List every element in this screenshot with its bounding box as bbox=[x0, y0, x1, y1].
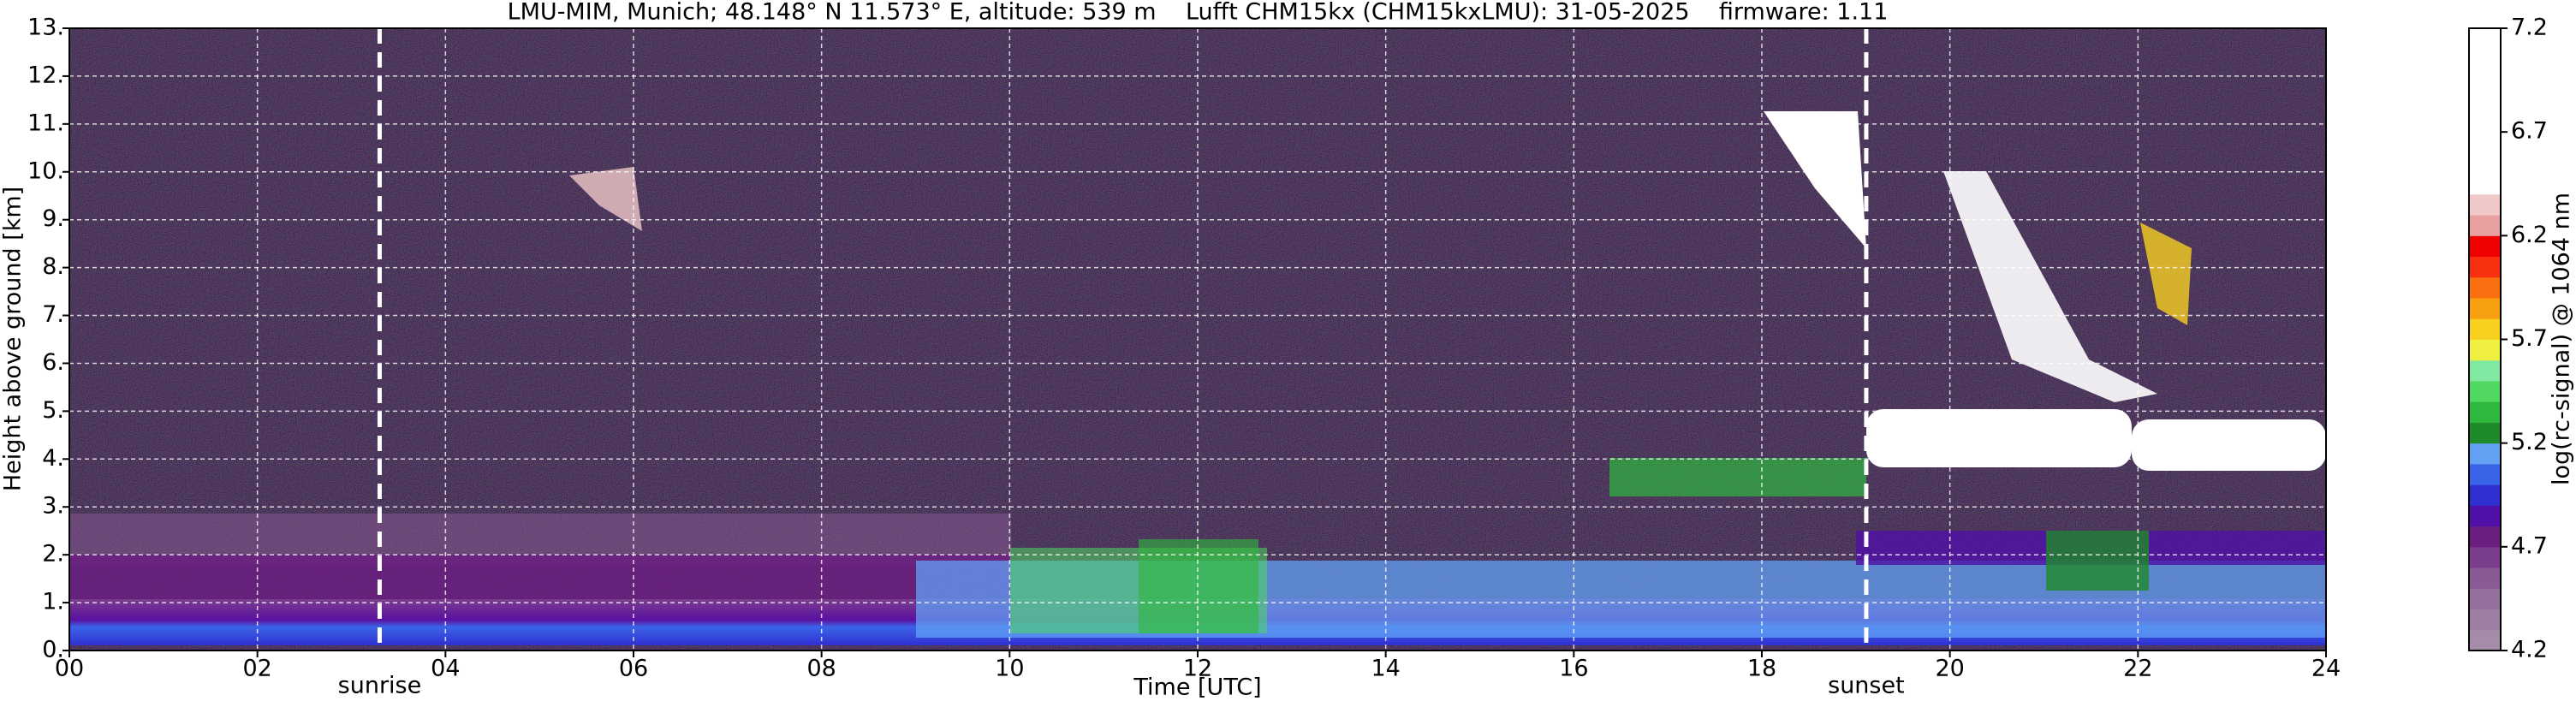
x-tick-label: 10 bbox=[995, 656, 1024, 682]
colorbar-swatch bbox=[2469, 463, 2501, 485]
colorbar-swatch bbox=[2469, 49, 2501, 70]
x-tick-label: 02 bbox=[242, 656, 271, 682]
colorbar-swatch bbox=[2469, 69, 2501, 92]
y-tick-label: 3. bbox=[42, 493, 64, 520]
colorbar-swatch bbox=[2469, 629, 2501, 651]
x-tick-label: 06 bbox=[619, 656, 648, 682]
colorbar-swatch bbox=[2469, 28, 2501, 50]
y-tick-label: 9. bbox=[42, 205, 64, 232]
axes: 00 02 04 06 08 10 12 14 16 18 20 22 24 0. 1. 2. 3. 4. 5. 6.… bbox=[27, 15, 2548, 699]
y-tick-label: 10. bbox=[27, 157, 64, 184]
colorbar-swatch bbox=[2469, 173, 2501, 195]
colorbar-swatch bbox=[2469, 215, 2501, 236]
colorbar-swatch bbox=[2469, 588, 2501, 610]
x-tick-label: 12 bbox=[1183, 656, 1212, 682]
colorbar-tick-label: 4.2 bbox=[2511, 637, 2548, 663]
y-tick-label: 0. bbox=[42, 637, 64, 663]
x-tick-label: 16 bbox=[1559, 656, 1588, 682]
y-tick-label: 8. bbox=[42, 253, 64, 280]
y-axis-label: Height above ground [km] bbox=[0, 187, 27, 491]
colorbar-swatch bbox=[2469, 546, 2501, 568]
colorbar-swatch bbox=[2469, 567, 2501, 589]
colorbar-swatch bbox=[2469, 505, 2501, 527]
y-tick-label: 5. bbox=[42, 397, 64, 424]
colorbar-swatch bbox=[2469, 298, 2501, 319]
annotation-label: sunrise bbox=[338, 673, 422, 699]
colorbar-swatch bbox=[2469, 484, 2501, 506]
colorbar-swatch bbox=[2469, 132, 2501, 153]
colorbar-tick-label: 4.7 bbox=[2511, 532, 2548, 559]
colorbar-swatch bbox=[2469, 359, 2501, 382]
colorbar-swatch bbox=[2469, 401, 2501, 423]
x-tick-label: 20 bbox=[1935, 656, 1964, 682]
colorbar-swatch bbox=[2469, 256, 2501, 278]
colorbar-swatch bbox=[2469, 235, 2501, 258]
y-tick-label: 11. bbox=[27, 110, 64, 136]
colorbar-tick-label: 7.2 bbox=[2511, 15, 2548, 41]
x-tick-label: 04 bbox=[431, 656, 460, 682]
colorbar-swatch bbox=[2469, 318, 2501, 340]
colorbar-swatch bbox=[2469, 152, 2501, 175]
x-tick-label: 08 bbox=[806, 656, 836, 682]
x-tick-label: 00 bbox=[55, 656, 84, 682]
x-axis-label: Time [UTC] bbox=[1133, 674, 1261, 701]
colorbar-tick-label: 5.2 bbox=[2511, 429, 2548, 455]
chart-title: LMU-MIM, Munich; 48.148° N 11.573° E, al… bbox=[508, 0, 1889, 26]
colorbar-label: log(rc-signal) @ 1064 nm bbox=[2549, 193, 2575, 485]
y-tick-label: 12. bbox=[27, 62, 64, 88]
colorbar-swatch bbox=[2469, 422, 2501, 444]
y-tick-label: 13. bbox=[27, 15, 64, 41]
y-tick-label: 1. bbox=[42, 589, 64, 615]
y-tick-label: 2. bbox=[42, 541, 64, 567]
plot-frame bbox=[68, 27, 2327, 651]
colorbar-swatch bbox=[2469, 339, 2501, 361]
colorbar-swatch bbox=[2469, 110, 2501, 133]
colorbar-swatch bbox=[2469, 90, 2501, 112]
annotation-label: sunset bbox=[1828, 673, 1905, 699]
colorbar-swatch bbox=[2469, 380, 2501, 402]
colorbar-swatch bbox=[2469, 526, 2501, 548]
colorbar-tick-label: 5.7 bbox=[2511, 325, 2548, 352]
y-tick-label: 7. bbox=[42, 301, 64, 328]
y-tick-label: 6. bbox=[42, 349, 64, 376]
colorbar-swatch bbox=[2469, 443, 2501, 465]
x-tick-label: 14 bbox=[1371, 656, 1400, 682]
y-tick-label: 4. bbox=[42, 445, 64, 472]
x-tick-label: 18 bbox=[1747, 656, 1776, 682]
x-tick-label: 24 bbox=[2311, 656, 2341, 682]
colorbar-swatch bbox=[2469, 193, 2501, 216]
colorbar-tick-label: 6.7 bbox=[2511, 118, 2548, 145]
colorbar-tick-label: 6.2 bbox=[2511, 222, 2548, 248]
x-tick-label: 22 bbox=[2123, 656, 2152, 682]
colorbar-swatch bbox=[2469, 276, 2501, 299]
colorbar-swatch bbox=[2469, 609, 2501, 631]
